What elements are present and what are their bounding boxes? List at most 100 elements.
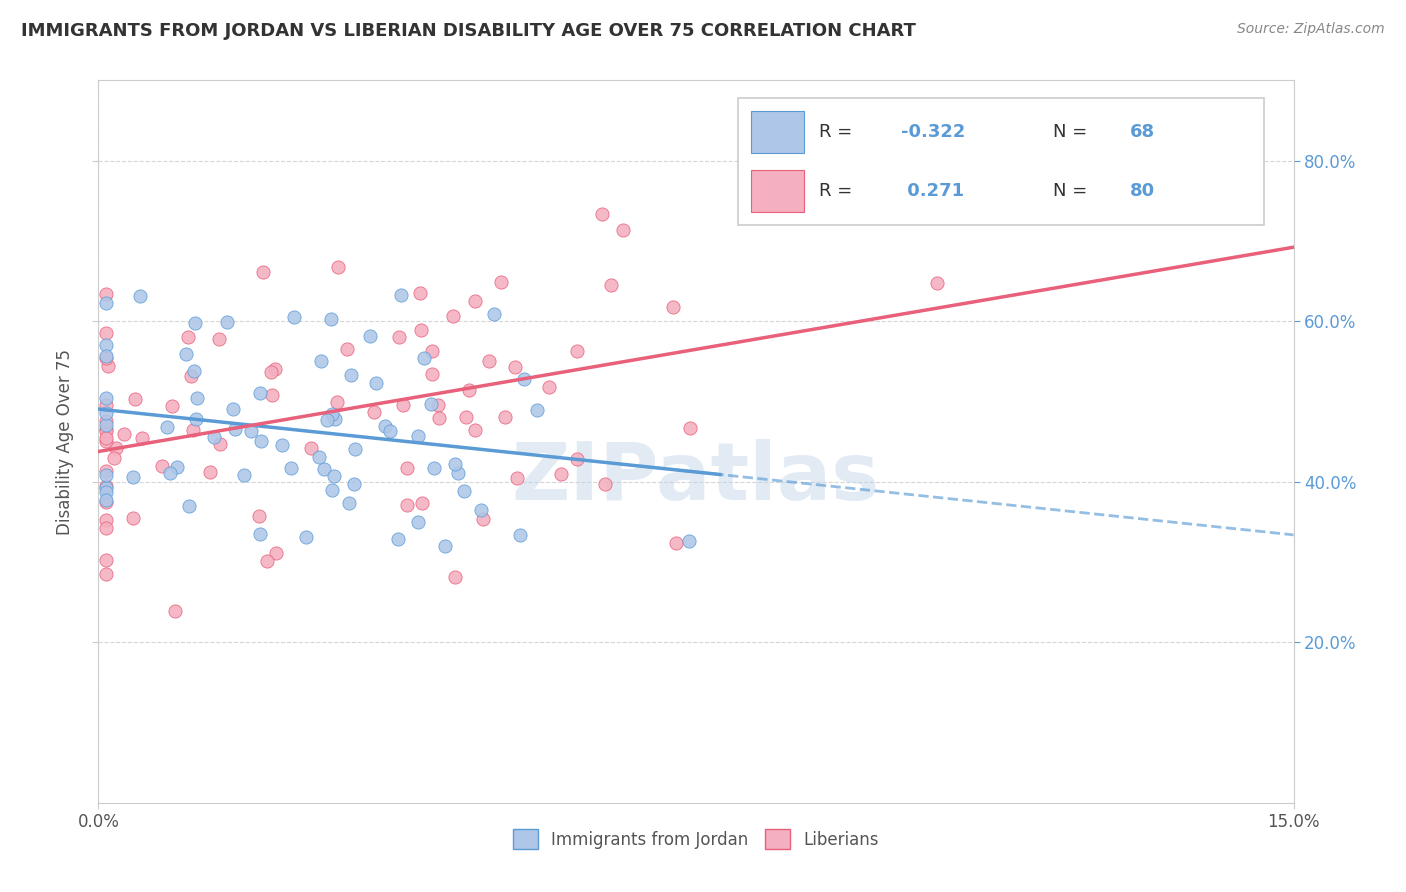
Point bbox=[97, 359, 120, 373]
Point bbox=[215, 315, 238, 329]
Point bbox=[224, 422, 246, 436]
Point bbox=[311, 354, 333, 368]
Point bbox=[359, 328, 381, 343]
Point bbox=[388, 329, 411, 343]
Point bbox=[444, 457, 467, 471]
Point bbox=[283, 310, 305, 324]
Point bbox=[96, 566, 118, 581]
Point bbox=[96, 481, 118, 495]
Point bbox=[512, 372, 534, 386]
Point bbox=[326, 260, 349, 274]
Point bbox=[96, 414, 118, 428]
Point bbox=[444, 569, 467, 583]
Point bbox=[96, 434, 118, 449]
Point bbox=[343, 442, 366, 456]
Text: Source: ZipAtlas.com: Source: ZipAtlas.com bbox=[1237, 22, 1385, 37]
Point bbox=[406, 428, 429, 442]
Point bbox=[343, 476, 366, 491]
Point bbox=[96, 287, 118, 301]
Point bbox=[471, 512, 494, 526]
Point bbox=[366, 376, 388, 391]
Point bbox=[150, 458, 173, 473]
Point bbox=[249, 527, 271, 541]
Point bbox=[453, 484, 475, 499]
Point bbox=[121, 470, 143, 484]
Point bbox=[412, 351, 434, 365]
Point bbox=[232, 468, 254, 483]
Point bbox=[319, 312, 342, 326]
Point bbox=[96, 468, 118, 483]
Text: ZIPatlas: ZIPatlas bbox=[512, 439, 880, 516]
Point bbox=[112, 427, 135, 442]
Point bbox=[662, 300, 685, 314]
Point bbox=[378, 424, 401, 438]
Point bbox=[484, 307, 506, 321]
Point bbox=[323, 412, 346, 426]
Point bbox=[323, 469, 346, 483]
Point bbox=[491, 276, 513, 290]
Point bbox=[96, 521, 118, 535]
Point bbox=[427, 399, 450, 413]
Point bbox=[526, 403, 548, 417]
Point bbox=[96, 351, 118, 365]
Point bbox=[409, 323, 432, 337]
Point bbox=[96, 424, 118, 438]
Point bbox=[612, 223, 634, 237]
Point bbox=[411, 496, 433, 510]
Point bbox=[186, 391, 208, 405]
Point bbox=[177, 499, 200, 513]
Point bbox=[249, 434, 271, 448]
Point bbox=[679, 421, 702, 435]
Point bbox=[180, 369, 202, 384]
Point bbox=[174, 347, 197, 361]
Point bbox=[315, 413, 337, 427]
Point bbox=[591, 206, 613, 220]
Point bbox=[772, 144, 794, 158]
Point bbox=[538, 380, 561, 394]
Point bbox=[96, 494, 118, 508]
Point bbox=[160, 399, 183, 413]
Point bbox=[96, 350, 118, 364]
Point bbox=[96, 417, 118, 432]
Point bbox=[321, 407, 343, 421]
Point bbox=[423, 460, 446, 475]
Point bbox=[280, 461, 302, 475]
Point bbox=[96, 326, 118, 340]
Point bbox=[295, 530, 318, 544]
Point bbox=[470, 502, 492, 516]
Point bbox=[927, 276, 949, 290]
Point bbox=[256, 554, 278, 568]
Point bbox=[105, 441, 128, 455]
Point bbox=[247, 509, 270, 524]
Point bbox=[409, 286, 432, 301]
Point bbox=[208, 332, 231, 346]
Point bbox=[271, 438, 294, 452]
Point bbox=[96, 430, 118, 444]
Point bbox=[389, 288, 412, 302]
Point bbox=[420, 343, 443, 358]
Point bbox=[96, 406, 118, 420]
Point bbox=[665, 535, 688, 549]
Point bbox=[325, 395, 347, 409]
Point bbox=[387, 532, 409, 546]
Point bbox=[396, 460, 419, 475]
Point bbox=[336, 342, 359, 356]
Point bbox=[395, 498, 418, 512]
Point bbox=[420, 397, 443, 411]
Point bbox=[339, 496, 361, 510]
Point bbox=[129, 289, 152, 303]
Point bbox=[122, 510, 145, 524]
Point bbox=[96, 484, 118, 499]
Point bbox=[163, 604, 186, 618]
Point bbox=[200, 465, 222, 479]
Point bbox=[181, 424, 204, 438]
Point bbox=[156, 420, 179, 434]
Point bbox=[184, 316, 207, 330]
Point bbox=[506, 471, 529, 485]
Point bbox=[96, 398, 118, 412]
Point bbox=[478, 354, 501, 368]
Point bbox=[208, 437, 231, 451]
Point bbox=[183, 364, 205, 378]
Point bbox=[96, 513, 118, 527]
Point bbox=[299, 441, 322, 455]
